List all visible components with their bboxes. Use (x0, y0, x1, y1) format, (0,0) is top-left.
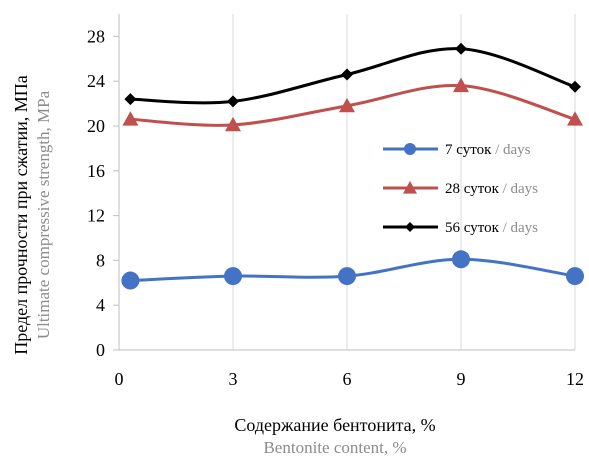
legend-label-ru-2: 56 суток (445, 220, 503, 236)
legend-marker-1 (403, 181, 417, 194)
legend-label-1: 28 суток / days (445, 181, 538, 197)
y-axis-label-ru: Предел прочности при сжатии, МПа (11, 75, 31, 355)
y-tick-label-16: 16 (87, 161, 105, 181)
legend-marker-0 (404, 143, 416, 155)
data-point-s0-4 (566, 267, 584, 286)
data-point-s2-3 (455, 42, 467, 55)
data-point-s1-2 (339, 97, 355, 113)
x-tick-label-9: 9 (457, 369, 466, 389)
data-point-s0-0 (121, 271, 140, 290)
y-tick-label-4: 4 (96, 295, 105, 315)
x-tick-label-0: 0 (115, 369, 124, 389)
data-point-s0-2 (338, 267, 356, 286)
legend-label-en-1: / days (503, 181, 539, 197)
x-tick-label-6: 6 (343, 369, 352, 389)
data-point-s0-1 (224, 267, 242, 286)
data-point-s2-1 (227, 95, 239, 108)
data-point-s1-4 (567, 111, 583, 126)
legend-entry-0: 7 суток / days (383, 142, 531, 158)
y-tick-label-8: 8 (96, 250, 105, 270)
data-point-s2-0 (124, 93, 137, 106)
data-point-s1-3 (453, 77, 469, 93)
y-tick-label-12: 12 (87, 206, 105, 226)
series-line-1 (130, 83, 576, 127)
legend-label-ru-0: 7 суток (445, 142, 495, 158)
data-point-s2-2 (341, 68, 353, 81)
x-tick-label-3: 3 (229, 369, 238, 389)
y-tick-label-20: 20 (87, 116, 105, 136)
axes (113, 14, 575, 351)
data-point-s2-4 (569, 80, 581, 93)
y-axis-label-en: Ultimate compressive strength, MPa (34, 90, 53, 339)
legend-entry-1: 28 суток / days (383, 181, 538, 197)
y-tick-label-0: 0 (96, 340, 105, 360)
series-1 (122, 77, 583, 132)
x-axis-label-en: Bentonite content, % (263, 438, 406, 457)
legend-marker-2 (405, 222, 415, 232)
y-tick-label-28: 28 (87, 26, 105, 46)
series-group (121, 42, 584, 290)
series-2 (124, 42, 581, 108)
series-0 (121, 250, 584, 290)
legend-label-ru-1: 28 суток (445, 181, 503, 197)
legend-label-0: 7 суток / days (445, 142, 531, 158)
y-tick-label-24: 24 (87, 71, 105, 91)
legend-entry-2: 56 суток / days (383, 220, 538, 236)
legend-label-2: 56 суток / days (445, 220, 538, 236)
x-axis-label-ru: Содержание бентонита, % (234, 415, 435, 435)
data-point-s1-0 (122, 111, 139, 126)
legend-label-en-0: / days (495, 142, 531, 158)
x-tick-label-12: 12 (566, 369, 584, 389)
tick-labels: 0 3 6 9 12 0 4 8 12 16 20 24 28 (87, 26, 584, 389)
data-point-s1-1 (225, 116, 241, 132)
legend-label-en-2: / days (503, 220, 539, 236)
data-point-s0-3 (452, 250, 470, 269)
